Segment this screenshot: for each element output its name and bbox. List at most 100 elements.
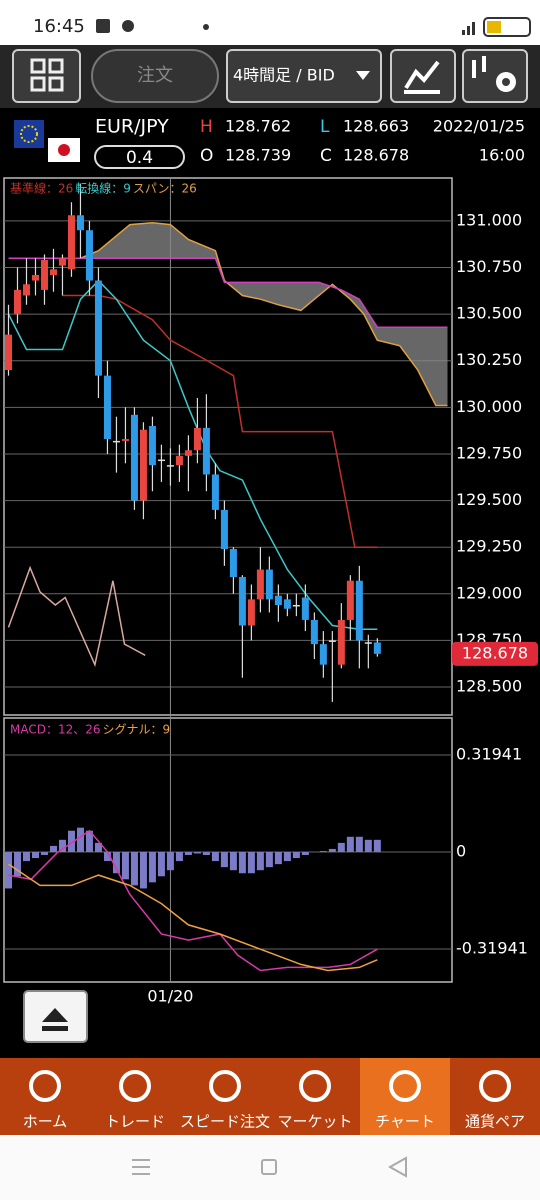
- histogram-bar: [139, 851, 147, 889]
- histogram-bar: [364, 839, 372, 852]
- y-tick-label: 129.750: [456, 443, 522, 462]
- candle-body: [31, 274, 39, 281]
- candle-body: [148, 425, 156, 466]
- system-buttons: [132, 1156, 407, 1178]
- dropdown-arrow: [356, 71, 370, 80]
- indicator-line: [7, 565, 146, 668]
- candle-body: [85, 230, 93, 281]
- histogram-bar: [148, 851, 156, 883]
- close-value: 128.678: [343, 146, 409, 165]
- histogram-bar: [94, 842, 102, 852]
- legend-entry: 基準線：26: [10, 181, 73, 196]
- histogram-bar: [265, 851, 273, 868]
- y-tick-label: 130.750: [456, 257, 522, 276]
- indicator-line: [8, 221, 448, 407]
- indicator-line: [7, 279, 378, 630]
- candle-body: [67, 215, 75, 270]
- candle-body: [139, 429, 147, 501]
- histogram-bar: [121, 851, 129, 880]
- histogram-bar: [229, 851, 237, 871]
- indicator-line: [8, 863, 378, 972]
- time: 16:00: [479, 146, 525, 165]
- histogram-bar: [292, 851, 300, 859]
- nav-icon: [29, 1070, 61, 1102]
- histogram-bar: [301, 851, 309, 856]
- candle-body: [130, 414, 138, 501]
- histogram-bar: [157, 851, 165, 877]
- timeframe-button[interactable]: [226, 49, 382, 103]
- indicator-line: [8, 257, 448, 328]
- histogram-bar: [76, 827, 84, 852]
- legend-entry: MACD：12、26: [10, 723, 101, 737]
- y-tick-label: 130.000: [456, 397, 522, 416]
- histogram-bar: [337, 842, 345, 852]
- histogram-bar: [328, 848, 336, 852]
- nav-icon: [479, 1070, 511, 1102]
- histogram-bar: [85, 830, 93, 852]
- candle-body: [202, 427, 210, 475]
- candle-body: [373, 642, 381, 654]
- candle-body: [256, 569, 264, 600]
- histogram-bar: [175, 851, 183, 862]
- histogram-bar: [274, 851, 282, 865]
- nav-label: スピード注文: [180, 1113, 270, 1131]
- candle-body: [49, 269, 57, 275]
- candle-body: [238, 577, 246, 626]
- spread-box: [94, 145, 185, 169]
- status-icons: [96, 17, 531, 37]
- y-tick-label: -0.31941: [456, 939, 528, 958]
- candle-body: [292, 604, 300, 607]
- histogram-bar: [22, 851, 30, 862]
- histogram-bar: [238, 851, 246, 874]
- nav-icon: [209, 1070, 241, 1102]
- histogram-bar: [373, 839, 381, 852]
- candle-body: [58, 258, 66, 266]
- candle-body: [220, 509, 228, 550]
- candle-body: [112, 440, 120, 443]
- flag-eu: [14, 120, 44, 148]
- x-tick-label: 01/20: [147, 987, 193, 1006]
- indicator-line: [62, 294, 378, 548]
- high-label: H: [200, 117, 213, 137]
- histogram-bar: [211, 851, 219, 862]
- histogram-bar: [31, 851, 39, 859]
- candle-body: [211, 474, 219, 510]
- order-button[interactable]: [91, 49, 219, 103]
- chart-icon: [404, 60, 440, 94]
- nav-label: トレード: [105, 1113, 165, 1131]
- candle-body: [274, 595, 282, 605]
- timeframe-label: 4時間足 / BID: [233, 66, 335, 85]
- histogram-bar: [130, 851, 138, 886]
- histogram-bar: [193, 851, 201, 854]
- nav-icon: [119, 1070, 151, 1102]
- legend-entry: スパン：26: [133, 182, 197, 196]
- histogram-bar: [4, 851, 12, 889]
- y-tick-label: 129.500: [456, 490, 522, 509]
- clock: 16:45: [33, 16, 85, 37]
- candle-body: [121, 439, 129, 441]
- open-label: O: [200, 146, 213, 166]
- candle-body: [76, 215, 84, 231]
- menu-button[interactable]: [12, 49, 81, 103]
- histogram-bar: [346, 836, 354, 852]
- y-tick-label: 129.000: [456, 583, 522, 602]
- low-label: L: [320, 117, 330, 137]
- histogram-bar: [355, 836, 363, 852]
- grid-icon: [30, 58, 64, 92]
- candle-body: [229, 549, 237, 578]
- nav-label: 通貨ペア: [465, 1113, 525, 1131]
- candle-body: [175, 455, 183, 466]
- chart-type-button[interactable]: [390, 49, 456, 103]
- candle-body: [283, 599, 291, 609]
- settings-icon: [472, 56, 516, 92]
- y-tick-label: 0.31941: [456, 744, 522, 763]
- histogram-bar: [103, 851, 111, 862]
- flag-jp-sun: [58, 144, 70, 156]
- histogram-bar: [220, 851, 228, 868]
- candle-body: [22, 284, 30, 296]
- histogram-bar: [319, 851, 327, 852]
- nav-label: マーケット: [277, 1113, 352, 1131]
- candle-body: [103, 375, 111, 440]
